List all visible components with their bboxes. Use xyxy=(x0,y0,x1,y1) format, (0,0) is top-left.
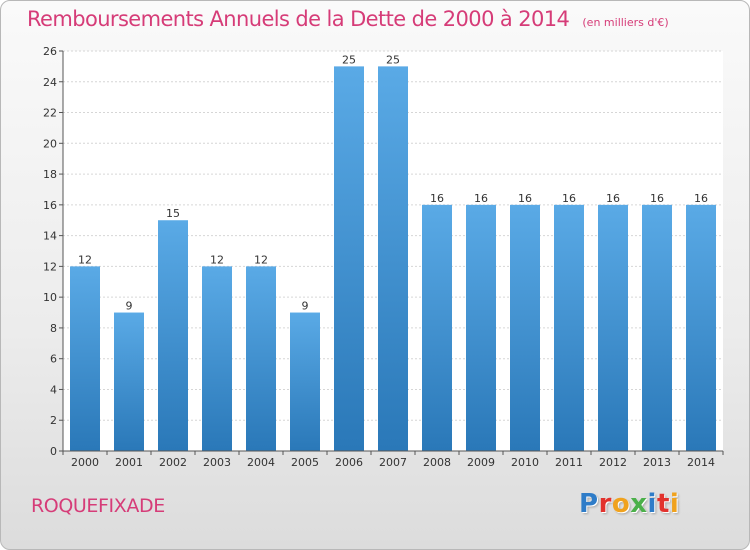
chart-title: Remboursements Annuels de la Dette de 20… xyxy=(27,7,570,31)
x-tick-label: 2003 xyxy=(203,456,231,469)
x-tick-label: 2012 xyxy=(599,456,627,469)
proxiti-logo[interactable]: Proxiti xyxy=(579,489,679,519)
bar-2009 xyxy=(466,204,496,451)
x-tick-label: 2004 xyxy=(247,456,275,469)
x-tick-label: 2008 xyxy=(423,456,451,469)
bar-value-label: 25 xyxy=(386,53,400,66)
bar-value-label: 16 xyxy=(650,192,664,205)
bar-value-label: 16 xyxy=(562,192,576,205)
bar-2002 xyxy=(158,220,188,451)
x-tick-label: 2007 xyxy=(379,456,407,469)
bar-value-label: 15 xyxy=(166,207,180,220)
y-tick-label: 14 xyxy=(43,230,57,243)
bar-2006 xyxy=(334,66,364,451)
bar-2011 xyxy=(554,204,584,451)
logo-letter: r xyxy=(598,489,612,519)
bar-value-label: 25 xyxy=(342,53,356,66)
x-tick-label: 2006 xyxy=(335,456,363,469)
y-tick-label: 24 xyxy=(43,76,57,89)
x-tick-label: 2010 xyxy=(511,456,539,469)
logo-letter: t xyxy=(656,489,670,519)
bar-2013 xyxy=(642,204,672,451)
logo-letter: x xyxy=(630,489,648,519)
y-tick-label: 2 xyxy=(50,414,57,427)
bar-value-label: 16 xyxy=(694,192,708,205)
logo-letter: i xyxy=(669,489,680,519)
x-tick-label: 2013 xyxy=(643,456,671,469)
x-tick-label: 2009 xyxy=(467,456,495,469)
bar-2007 xyxy=(378,66,408,451)
y-tick-label: 22 xyxy=(43,107,57,120)
bar-value-label: 16 xyxy=(518,192,532,205)
bar-value-label: 16 xyxy=(430,192,444,205)
bar-value-label: 9 xyxy=(126,300,133,313)
bar-2010 xyxy=(510,204,540,451)
bar-value-label: 16 xyxy=(606,192,620,205)
x-tick-label: 2005 xyxy=(291,456,319,469)
bar-2008 xyxy=(422,204,452,451)
bar-value-label: 16 xyxy=(474,192,488,205)
bar-2005 xyxy=(290,312,320,451)
commune-name: ROQUEFIXADE xyxy=(31,495,165,517)
bar-2012 xyxy=(598,204,628,451)
y-tick-label: 20 xyxy=(43,137,57,150)
bar-value-label: 12 xyxy=(78,253,92,266)
bars: 12 9 15 12 12 9 25 25 16 16 16 16 16 16 16 xyxy=(70,53,716,451)
y-tick-label: 12 xyxy=(43,260,57,273)
x-tick-label: 2002 xyxy=(159,456,187,469)
x-tick-label: 2014 xyxy=(687,456,715,469)
bar-2004 xyxy=(246,266,276,451)
x-tick-label: 2011 xyxy=(555,456,583,469)
bar-value-label: 12 xyxy=(210,253,224,266)
y-tick-label: 26 xyxy=(43,45,57,58)
bar-value-label: 9 xyxy=(302,300,309,313)
logo-letter: i xyxy=(647,489,657,519)
bar-2001 xyxy=(114,312,144,451)
chart-title-wrap: Remboursements Annuels de la Dette de 20… xyxy=(27,7,669,31)
y-tick-label: 8 xyxy=(50,322,57,335)
bar-value-label: 12 xyxy=(254,253,268,266)
bar-2000 xyxy=(70,266,100,451)
chart-title-unit: (en milliers d'€) xyxy=(582,16,669,29)
x-tick-label: 2000 xyxy=(71,456,99,469)
y-tick-label: 10 xyxy=(43,291,57,304)
y-tick-label: 0 xyxy=(50,445,57,458)
y-tick-label: 6 xyxy=(50,353,57,366)
y-tick-label: 4 xyxy=(50,383,57,396)
logo-letter: o xyxy=(611,489,631,519)
y-tick-label: 18 xyxy=(43,168,57,181)
logo-letter: P xyxy=(579,489,599,519)
bar-2014 xyxy=(686,204,716,451)
x-tick-label: 2001 xyxy=(115,456,143,469)
y-tick-label: 16 xyxy=(43,199,57,212)
bar-2003 xyxy=(202,266,232,451)
